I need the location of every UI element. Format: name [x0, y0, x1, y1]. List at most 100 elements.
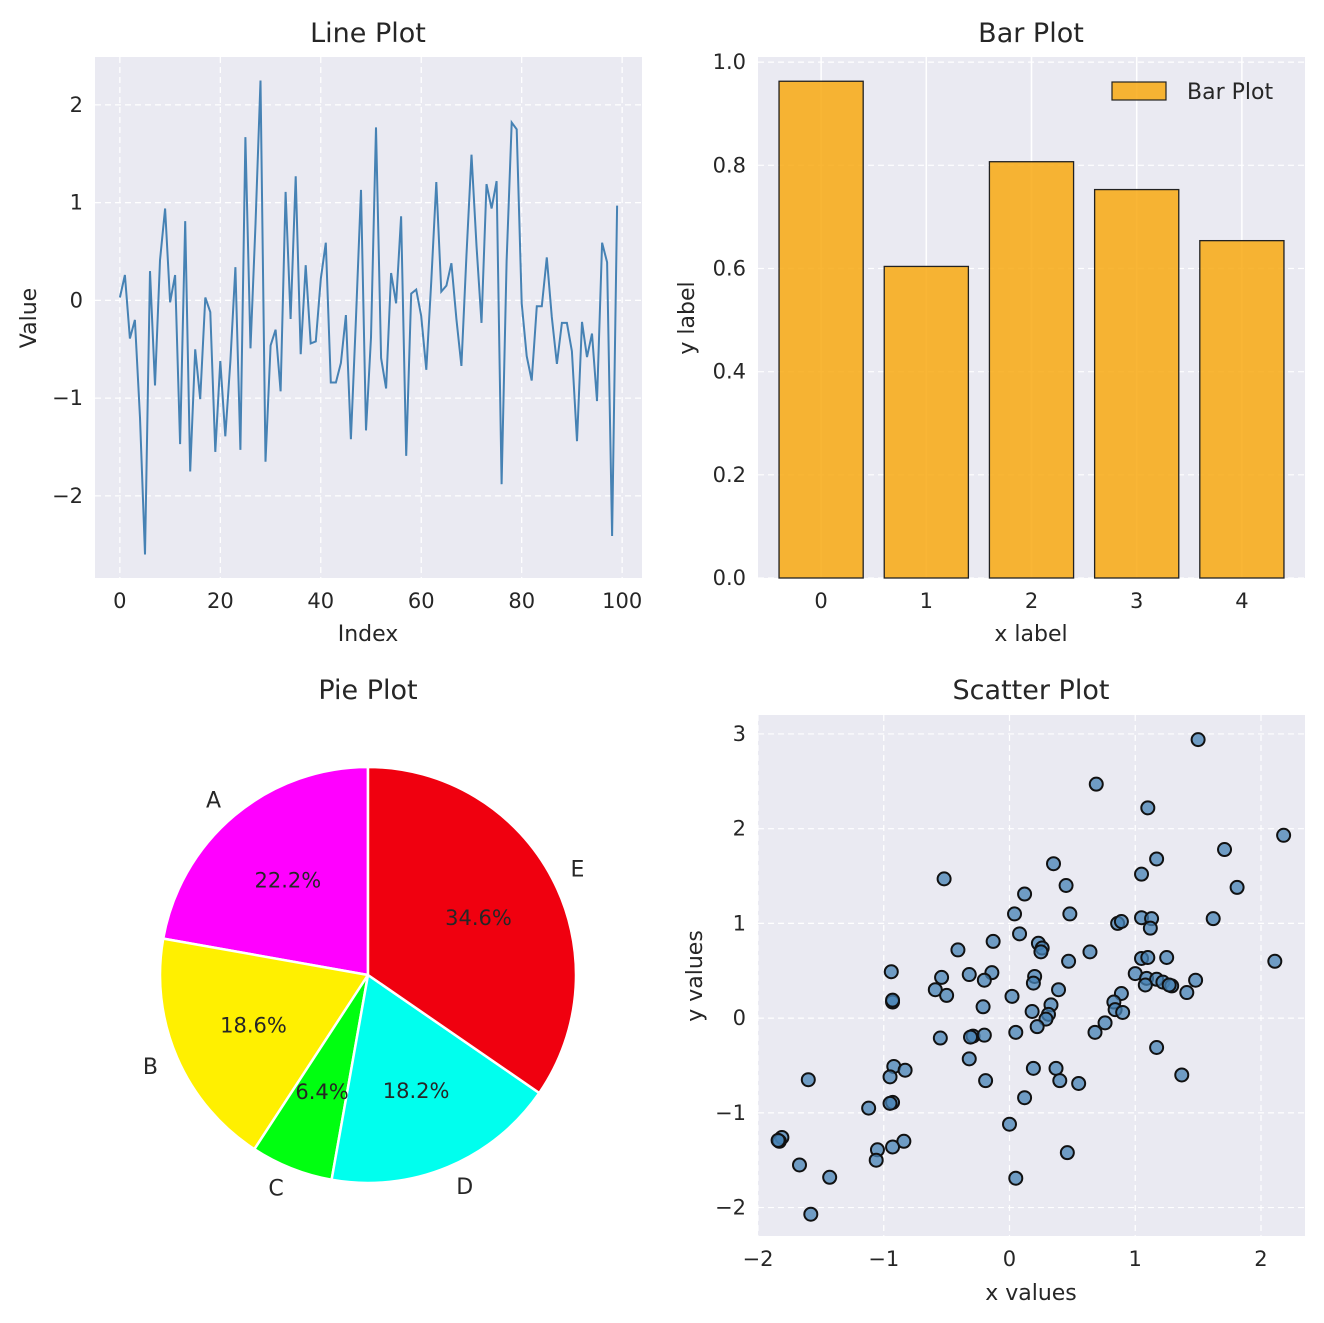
x-tick-label: 0: [113, 589, 126, 613]
scatter-point: [822, 1169, 838, 1185]
bar-plot-xlabel: x label: [994, 622, 1067, 647]
bar-plot-legend: Bar Plot: [1111, 80, 1273, 105]
pie-plot-labels: 22.2% A 18.6% B 6.4% C 18.2% D 34.6% E: [143, 789, 585, 1202]
pie-plot-slices: [158, 765, 578, 1185]
scatter-point: [1115, 1004, 1131, 1020]
scatter-point: [961, 1051, 977, 1067]
y-tick-label: 0.0: [713, 566, 746, 590]
scatter-plot-points: [770, 732, 1292, 1222]
line-plot-ticks: 0 20 40 60 80 100 −2 −1 0 1 2: [52, 93, 642, 613]
y-tick-label: 0.8: [713, 153, 746, 177]
scatter-point: [1190, 732, 1206, 748]
scatter-point: [1276, 827, 1292, 843]
scatter-point: [1017, 1090, 1033, 1106]
y-tick-label: 1: [70, 191, 83, 215]
scatter-point: [1149, 1039, 1165, 1055]
bar: [988, 161, 1075, 579]
scatter-point: [950, 942, 966, 958]
pie-category-label: D: [456, 1175, 473, 1200]
bar-plot-ylabel: y label: [675, 281, 700, 354]
scatter-point: [1205, 911, 1221, 927]
y-tick-label: 1.0: [713, 50, 746, 74]
pie-category-label: B: [143, 1055, 158, 1080]
scatter-point: [1025, 975, 1041, 991]
scatter-point: [1004, 988, 1020, 1004]
scatter-point: [885, 992, 901, 1008]
scatter-point: [1229, 879, 1245, 895]
pie-percent-label: 6.4%: [295, 1080, 348, 1104]
pie-slice: [330, 972, 542, 1185]
legend-label: Bar Plot: [1187, 80, 1273, 105]
scatter-point: [1008, 1024, 1024, 1040]
scatter-plot-ylabel: y values: [683, 930, 708, 1022]
scatter-point: [936, 871, 952, 887]
bar-plot-title: Bar Plot: [978, 18, 1084, 49]
x-tick-label: 60: [408, 589, 435, 613]
x-tick-label: 1: [920, 589, 933, 613]
scatter-point: [978, 1073, 994, 1089]
pie-slice: [161, 765, 370, 977]
scatter-plot-panel: −2 −1 0 1 2 −2 −1 0 1 2 3 Scatter Plot x values y …: [683, 675, 1305, 1306]
line-plot-ylabel: Value: [17, 288, 42, 348]
pie-percent-label: 22.2%: [254, 868, 321, 892]
y-tick-label: 0.2: [713, 463, 746, 487]
pie-slice: [158, 937, 371, 1151]
scatter-point: [882, 1069, 898, 1085]
bar: [778, 80, 864, 579]
y-tick-label: −1: [715, 1101, 746, 1125]
scatter-point: [800, 1072, 816, 1088]
scatter-point: [963, 1029, 979, 1045]
scatter-point: [1008, 1170, 1024, 1186]
scatter-point: [1188, 972, 1204, 988]
pie-category-label: C: [268, 1177, 283, 1202]
scatter-point: [882, 1095, 898, 1111]
scatter-point: [934, 969, 950, 985]
x-tick-label: 80: [508, 589, 535, 613]
bar-plot-panel: 0.0 0.2 0.4 0.6 0.8 1.0 0 1 2 3 4 Bar Plot Bar Plo…: [675, 18, 1305, 647]
scatter-point: [1179, 985, 1195, 1001]
scatter-point: [961, 967, 977, 983]
scatter-point: [1159, 950, 1175, 966]
scatter-point: [868, 1152, 884, 1168]
scatter-point: [1051, 982, 1067, 998]
y-tick-label: 1: [733, 911, 746, 935]
x-tick-label: 3: [1130, 589, 1143, 613]
scatter-point: [770, 1132, 786, 1148]
scatter-point: [1062, 906, 1078, 922]
bar-plot-ticks: 0.0 0.2 0.4 0.6 0.8 1.0 0 1 2 3 4: [713, 50, 1249, 613]
x-tick-label: 2: [1254, 1247, 1267, 1271]
scatter-plot-ticks: −2 −1 0 1 2 −2 −1 0 1 2 3: [715, 722, 1268, 1271]
scatter-point: [1142, 920, 1158, 936]
scatter-point: [1029, 1019, 1045, 1035]
scatter-point: [1149, 851, 1165, 867]
y-tick-label: −2: [52, 484, 83, 508]
scatter-point: [1137, 977, 1153, 993]
scatter-point: [1061, 953, 1077, 969]
scatter-point: [1088, 776, 1104, 792]
y-tick-label: 0: [70, 288, 83, 312]
scatter-point: [1017, 886, 1033, 902]
scatter-point: [1113, 914, 1129, 930]
y-tick-label: 3: [733, 722, 746, 746]
scatter-point: [1033, 944, 1049, 960]
scatter-point: [975, 999, 991, 1015]
scatter-point: [803, 1206, 819, 1222]
x-tick-label: 1: [1129, 1247, 1142, 1271]
scatter-point: [1059, 1145, 1075, 1161]
scatter-point: [1267, 953, 1283, 969]
scatter-point: [1097, 1015, 1113, 1031]
x-tick-label: 20: [207, 589, 234, 613]
scatter-point: [1174, 1067, 1190, 1083]
scatter-point: [1046, 856, 1062, 872]
scatter-point: [976, 972, 992, 988]
scatter-point: [1025, 1060, 1041, 1076]
scatter-point: [1024, 1003, 1040, 1019]
scatter-point: [1001, 1116, 1017, 1132]
y-tick-label: 0.4: [713, 360, 746, 384]
line-plot-panel: 0 20 40 60 80 100 −2 −1 0 1 2 Line Plot Index Valu…: [17, 18, 642, 647]
scatter-point: [1058, 878, 1074, 894]
pie-slice: [366, 765, 578, 1095]
bar: [883, 265, 970, 579]
pie-category-label: E: [571, 858, 585, 883]
